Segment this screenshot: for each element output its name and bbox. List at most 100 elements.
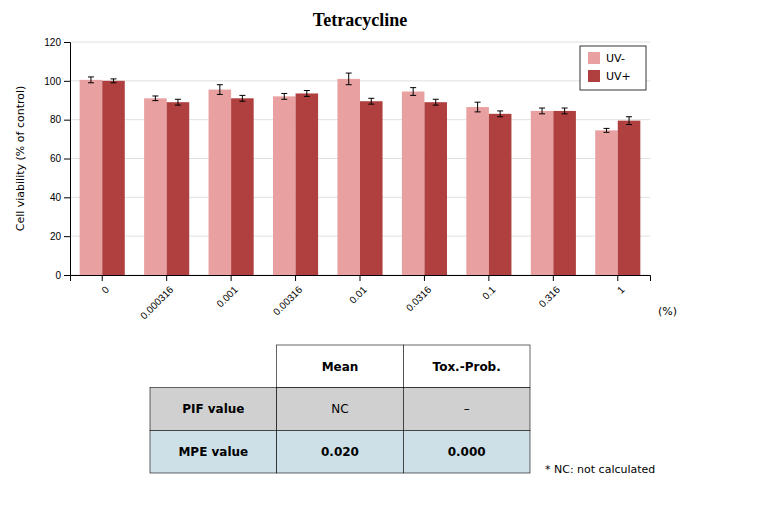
y-tick-label: 20 (50, 231, 62, 242)
bar (231, 98, 254, 275)
grid (70, 42, 650, 275)
error-bar (217, 85, 223, 95)
bar-series (80, 73, 618, 275)
x-axis: 00.0003160.0010.003160.010.03160.10.3161 (71, 275, 651, 321)
table: Mean Tox.-Prob. PIF value NC – MPE value 0.020… (150, 345, 530, 473)
y-tick-label: 120 (44, 37, 61, 48)
x-tick: 0.00316 (271, 275, 305, 317)
y-axis-line (64, 43, 71, 276)
footnote: * NC: not calculated (545, 463, 655, 476)
y-tick: 0 (55, 270, 70, 281)
bar (618, 121, 641, 275)
y-tick: 60 (50, 153, 70, 164)
bar-series (102, 79, 640, 275)
table-header-cell (277, 345, 404, 388)
y-tick-mark (64, 120, 70, 121)
bar (489, 114, 512, 275)
table-cell-text: 0.020 (321, 445, 359, 459)
table-row-label: PIF value (182, 402, 244, 416)
x-tick: 0.0316 (404, 275, 434, 313)
x-tick-label: 0 (99, 284, 111, 296)
x-tick: 0.001 (214, 275, 240, 309)
chart: 0 20 40 60 80 100 120 0 0.000316 0.001 0.00316 0.01… (0, 0, 764, 522)
y-tick: 40 (50, 192, 70, 203)
table-row-label: MPE value (178, 445, 248, 459)
bar (553, 111, 576, 275)
error-bar (304, 91, 310, 97)
table-cell-text: 0.000 (448, 445, 486, 459)
table-row-label-cell (150, 388, 277, 431)
error-bar (239, 95, 245, 101)
x-tick-mark (553, 275, 554, 281)
error-bar (111, 79, 117, 83)
table-cell-text: – (464, 402, 470, 416)
x-tick-mark (424, 275, 425, 281)
legend-box (580, 46, 646, 90)
error-bar (88, 77, 94, 83)
bar (531, 111, 554, 275)
bar (273, 96, 296, 275)
x-tick: 0 (99, 275, 111, 296)
x-tick-mark (295, 275, 296, 281)
bar (424, 102, 447, 275)
bar (402, 92, 425, 275)
x-tick: 1 (615, 275, 627, 296)
legend-swatch (588, 70, 600, 82)
table-header-text: Mean (322, 360, 359, 374)
y-tick-mark (64, 42, 70, 43)
y-tick-mark (64, 236, 70, 237)
y-tick: 80 (50, 114, 70, 125)
bar (144, 98, 167, 275)
x-axis-line (71, 276, 651, 282)
y-tick-label: 0 (55, 270, 61, 281)
error-bar (281, 93, 287, 99)
error-bar (346, 73, 352, 85)
error-bar (626, 117, 632, 125)
x-tick-label: 0.00316 (271, 284, 305, 318)
table-cell-text: NC (331, 402, 348, 416)
table-cell (277, 388, 404, 431)
legend-entry: UV- (588, 52, 625, 65)
legend-label: UV- (606, 52, 625, 65)
plot-marks (80, 73, 641, 275)
x-tick: 0.000316 (138, 275, 176, 321)
error-bar (604, 128, 610, 132)
grid-line (70, 42, 650, 43)
y-tick: 100 (44, 76, 70, 87)
bar (102, 81, 125, 275)
bar (360, 101, 383, 275)
error-bar (368, 98, 374, 104)
table-header-text: Tox.-Prob. (433, 360, 501, 374)
table-header-cell (403, 345, 530, 388)
table-cell (403, 430, 530, 473)
y-tick-label: 60 (50, 153, 62, 164)
x-tick-label: 0.01 (347, 284, 369, 306)
y-tick-mark (64, 197, 70, 198)
error-bar (475, 102, 481, 112)
bar (337, 79, 360, 275)
y-tick-mark (64, 275, 70, 276)
error-bar (410, 88, 416, 96)
error-bar (152, 96, 158, 101)
x-tick: 0.316 (537, 275, 563, 309)
x-tick-label: 0.316 (537, 284, 563, 310)
x-tick-mark (617, 275, 618, 281)
y-tick: 20 (50, 231, 70, 242)
table-cell (277, 430, 404, 473)
bar (209, 90, 232, 275)
y-tick-label: 100 (44, 76, 61, 87)
x-tick-mark (360, 275, 361, 281)
y-tick-label: 80 (50, 114, 62, 125)
x-tick-mark (231, 275, 232, 281)
table-row-label-cell (150, 430, 277, 473)
error-bar (562, 108, 568, 114)
y-tick-mark (64, 81, 70, 82)
error-bar (497, 111, 503, 117)
bar (595, 130, 618, 275)
bar (80, 80, 103, 275)
x-tick-mark (166, 275, 167, 281)
x-axis-title: (%) (658, 305, 677, 318)
y-tick-label: 40 (50, 192, 62, 203)
bar (167, 102, 190, 275)
x-tick-label: 1 (615, 284, 627, 296)
